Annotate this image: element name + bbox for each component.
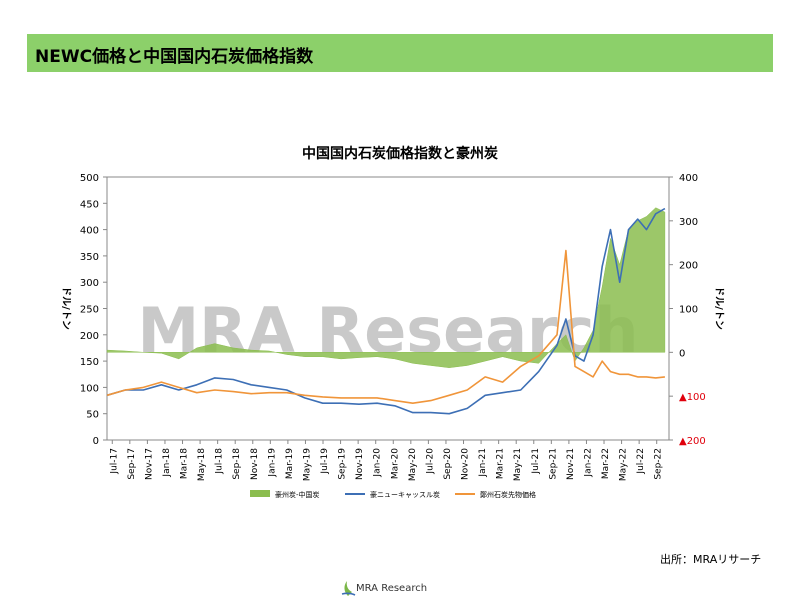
x-tick-label: Mar-22 — [601, 448, 611, 479]
x-tick-label: Jul-22 — [636, 448, 646, 475]
y-tick-label: 50 — [86, 410, 99, 421]
y-tick-label: 400 — [80, 226, 99, 237]
x-tick-label: Jan-18 — [162, 448, 172, 478]
mra-logo-icon — [341, 581, 356, 596]
legend-swatch — [250, 490, 270, 497]
y-tick-label: 0 — [93, 436, 99, 447]
x-tick-label: Nov-20 — [461, 448, 471, 480]
y2-tick-label: ▲100 — [679, 392, 706, 403]
x-tick-label: Jan-19 — [267, 448, 277, 478]
y2-tick-label: 0 — [679, 348, 685, 359]
x-tick-label: Sep-18 — [232, 448, 242, 480]
y2-tick-label: 300 — [679, 217, 698, 228]
x-tick-label: Jan-21 — [478, 448, 488, 478]
x-tick-label: Mar-19 — [285, 448, 295, 479]
x-tick-label: May-21 — [513, 448, 523, 481]
y-tick-label: 100 — [80, 383, 99, 394]
footer-logo-text: MRA Research — [356, 583, 428, 594]
x-tick-label: Jul-20 — [425, 448, 435, 475]
x-tick-label: Sep-20 — [443, 448, 453, 480]
y-tick-label: 350 — [80, 252, 99, 263]
x-tick-label: Mar-20 — [390, 448, 400, 479]
y-tick-label: 200 — [80, 331, 99, 342]
x-tick-label: Sep-22 — [654, 448, 664, 480]
y2-tick-label: 100 — [679, 305, 698, 316]
x-tick-label: Sep-19 — [338, 448, 348, 480]
series-line-newc — [106, 207, 666, 415]
y-axis-title: ドル/トン — [60, 286, 72, 330]
y-tick-label: 250 — [80, 305, 99, 316]
y2-tick-label: ▲200 — [679, 436, 706, 447]
x-tick-label: Nov-21 — [566, 448, 576, 480]
x-tick-label: May-19 — [302, 448, 312, 481]
y2-tick-label: 200 — [679, 261, 698, 272]
page-title: NEWC価格と中国国内石炭価格指数 — [35, 47, 314, 67]
x-tick-label: Jan-22 — [583, 448, 593, 478]
x-tick-label: Nov-18 — [250, 448, 260, 480]
legend-label: 豪ニューキャッスル炭 — [370, 490, 440, 499]
x-tick-label: May-20 — [408, 448, 418, 481]
x-tick-label: Mar-18 — [180, 448, 190, 479]
x-tick-label: Jul-17 — [109, 448, 119, 475]
chart-title: 中国国内石炭価格指数と豪州炭 — [302, 146, 498, 162]
y2-axis-title: ドル/トン — [713, 286, 725, 330]
x-tick-label: Jan-20 — [373, 448, 383, 478]
y-tick-label: 450 — [80, 199, 99, 210]
x-tick-label: May-18 — [197, 448, 207, 481]
x-tick-label: Jul-21 — [531, 448, 541, 475]
y2-tick-label: 400 — [679, 173, 698, 184]
x-tick-label: May-22 — [619, 448, 629, 481]
legend-label: 豪州炭-中国炭 — [275, 490, 320, 499]
source-note: 出所：MRAリサーチ — [660, 553, 762, 566]
x-tick-label: Nov-17 — [144, 448, 154, 480]
legend-label: 鄭州石炭先物価格 — [480, 490, 536, 499]
x-tick-label: Sep-17 — [127, 448, 137, 480]
header-banner: NEWC価格と中国国内石炭価格指数 — [27, 34, 773, 72]
x-tick-label: Mar-21 — [496, 448, 506, 479]
x-tick-label: Jul-19 — [320, 448, 330, 475]
y-tick-label: 150 — [80, 357, 99, 368]
series-area-spread — [106, 207, 666, 368]
x-tick-label: Sep-21 — [548, 448, 558, 480]
x-tick-label: Nov-19 — [355, 448, 365, 480]
series-line-zhengzhou — [106, 249, 665, 405]
y-tick-label: 500 — [80, 173, 99, 184]
x-tick-label: Jul-18 — [215, 448, 225, 475]
y-tick-label: 300 — [80, 278, 99, 289]
